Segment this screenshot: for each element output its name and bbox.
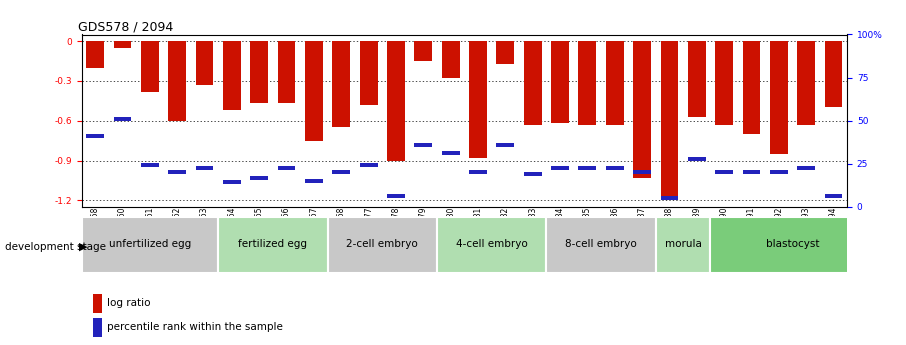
Text: fertilized egg: fertilized egg xyxy=(238,239,307,249)
Text: log ratio: log ratio xyxy=(107,298,150,308)
Bar xyxy=(442,151,459,155)
FancyBboxPatch shape xyxy=(546,217,656,273)
Bar xyxy=(360,41,378,105)
Bar xyxy=(633,41,651,178)
Text: 8-cell embryo: 8-cell embryo xyxy=(565,239,637,249)
Bar xyxy=(86,41,104,68)
Bar xyxy=(524,172,542,177)
FancyBboxPatch shape xyxy=(218,217,328,273)
FancyBboxPatch shape xyxy=(82,217,218,273)
Bar xyxy=(660,196,679,200)
FancyBboxPatch shape xyxy=(437,217,546,273)
Bar xyxy=(551,166,569,170)
Bar xyxy=(169,170,186,174)
Bar xyxy=(278,41,295,104)
Bar xyxy=(442,41,459,78)
Bar xyxy=(469,170,487,174)
Bar xyxy=(223,41,241,110)
Text: 2-cell embryo: 2-cell embryo xyxy=(346,239,419,249)
Bar xyxy=(797,166,815,170)
Bar xyxy=(333,41,351,127)
Text: ▶: ▶ xyxy=(79,242,87,252)
FancyBboxPatch shape xyxy=(328,217,437,273)
Bar xyxy=(387,41,405,160)
FancyBboxPatch shape xyxy=(656,217,710,273)
Bar xyxy=(387,194,405,198)
Bar xyxy=(797,41,815,125)
Bar xyxy=(715,170,733,174)
Bar xyxy=(606,41,623,125)
Bar xyxy=(141,163,159,167)
Bar xyxy=(196,41,214,85)
Bar xyxy=(113,117,131,121)
Bar xyxy=(606,166,623,170)
Bar xyxy=(93,318,102,337)
Bar xyxy=(250,41,268,104)
Text: development stage: development stage xyxy=(5,242,105,252)
Bar xyxy=(660,41,679,198)
Text: GDS578 / 2094: GDS578 / 2094 xyxy=(78,20,173,33)
Bar xyxy=(496,41,515,64)
Bar xyxy=(578,166,596,170)
Bar xyxy=(688,41,706,117)
Bar xyxy=(743,170,760,174)
Bar xyxy=(824,194,843,198)
Bar xyxy=(688,157,706,160)
Bar xyxy=(414,143,432,147)
Text: percentile rank within the sample: percentile rank within the sample xyxy=(107,322,283,332)
FancyBboxPatch shape xyxy=(710,217,874,273)
Bar xyxy=(578,41,596,125)
Bar xyxy=(113,41,131,48)
Bar xyxy=(141,41,159,91)
Bar xyxy=(333,170,351,174)
Bar xyxy=(414,41,432,61)
Text: blastocyst: blastocyst xyxy=(766,239,819,249)
Bar xyxy=(86,134,104,138)
Bar xyxy=(360,163,378,167)
Bar xyxy=(770,170,787,174)
Bar xyxy=(524,41,542,125)
Bar xyxy=(196,166,214,170)
Bar xyxy=(496,143,515,147)
Bar xyxy=(551,41,569,124)
Bar xyxy=(824,41,843,108)
Bar xyxy=(770,41,787,154)
Bar xyxy=(169,41,186,121)
Bar xyxy=(743,41,760,134)
Bar xyxy=(305,179,323,183)
Bar xyxy=(223,180,241,185)
Bar xyxy=(715,41,733,125)
Text: morula: morula xyxy=(665,239,701,249)
Bar xyxy=(633,170,651,174)
Bar xyxy=(469,41,487,158)
Bar xyxy=(93,294,102,313)
Bar xyxy=(278,166,295,170)
Bar xyxy=(305,41,323,141)
Text: unfertilized egg: unfertilized egg xyxy=(109,239,191,249)
Text: 4-cell embryo: 4-cell embryo xyxy=(456,239,527,249)
Bar xyxy=(250,177,268,180)
